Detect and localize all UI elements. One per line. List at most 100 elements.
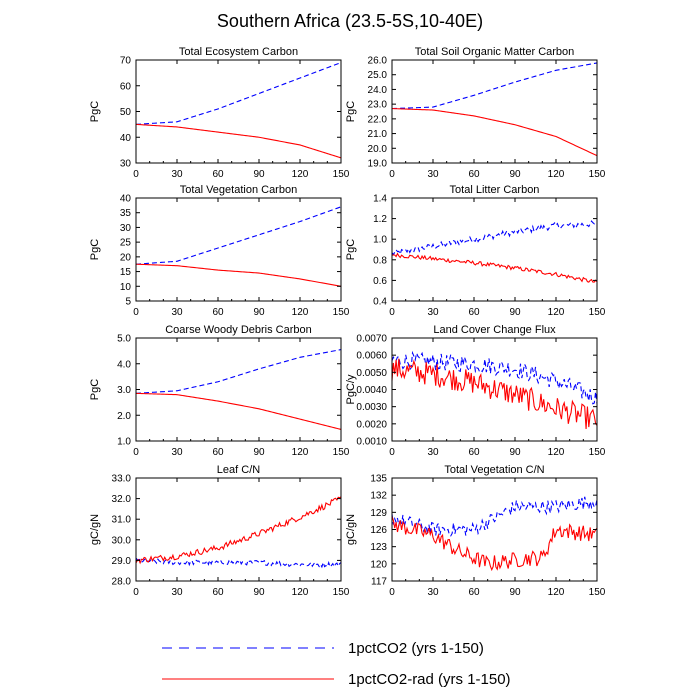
x-tick-label: 90: [509, 169, 521, 180]
x-tick-label: 90: [253, 447, 265, 458]
y-tick-label: 28.0: [112, 577, 132, 588]
y-tick-label: 5: [125, 297, 131, 308]
x-tick-label: 0: [133, 169, 139, 180]
series-line-1pctco2-rad: [135, 263, 342, 287]
x-tick-label: 30: [427, 587, 439, 598]
y-axis-label: PgC: [89, 239, 101, 260]
x-tick-label: 90: [253, 307, 265, 318]
series-line-1pctco2-rad: [135, 392, 342, 430]
x-tick-label: 60: [212, 169, 224, 180]
plot-frame: [391, 337, 598, 442]
y-tick-label: 0.0070: [356, 334, 387, 345]
y-tick-label: 26.0: [368, 56, 388, 67]
y-tick-label: 25: [120, 238, 132, 249]
y-axis-label: PgC: [89, 379, 101, 400]
x-tick-label: 90: [509, 587, 521, 598]
chart-panel: 0 30 60 90 120 150 19.0 20.0 21.0 22.0 23.0 24.0 25.…: [345, 46, 606, 180]
y-tick-label: 3.0: [117, 385, 131, 396]
y-tick-label: 1.2: [373, 214, 387, 225]
y-tick-label: 132: [370, 491, 387, 502]
y-tick-label: 0.0050: [356, 368, 387, 379]
series-line-1pctco2: [135, 349, 342, 394]
x-tick-label: 0: [389, 169, 395, 180]
x-tick-label: 150: [333, 307, 350, 318]
y-tick-label: 70: [120, 56, 132, 67]
x-tick-label: 150: [333, 587, 350, 598]
legend-label: 1pctCO2-rad (yrs 1-150): [348, 671, 511, 688]
y-tick-label: 2.0: [117, 411, 131, 422]
panel-title: Leaf C/N: [217, 464, 260, 476]
x-tick-label: 60: [468, 307, 480, 318]
y-tick-label: 60: [120, 81, 132, 92]
y-tick-label: 4.0: [117, 359, 131, 370]
x-tick-label: 30: [171, 447, 183, 458]
y-tick-label: 50: [120, 107, 132, 118]
y-tick-label: 126: [370, 525, 387, 536]
y-tick-label: 20: [120, 252, 132, 263]
x-tick-label: 60: [212, 447, 224, 458]
y-axis-label: PgC: [345, 239, 357, 260]
x-tick-label: 30: [171, 587, 183, 598]
y-tick-label: 30: [120, 159, 132, 170]
series-line-1pctco2: [135, 206, 342, 265]
y-tick-label: 0.0030: [356, 402, 387, 413]
x-tick-label: 150: [589, 587, 606, 598]
series-line-1pctco2-rad: [391, 252, 598, 283]
plot-frame: [135, 337, 342, 442]
chart-panel: 0 30 60 90 120 150 1.0 2.0 3.0 4.0 5.0 Coarse Woody…: [89, 324, 350, 458]
y-tick-label: 30.0: [112, 535, 132, 546]
series-line-1pctco2-rad: [135, 496, 342, 565]
y-tick-label: 21.0: [368, 129, 388, 140]
x-tick-label: 0: [389, 307, 395, 318]
y-tick-label: 24.0: [368, 85, 388, 96]
y-tick-label: 15: [120, 267, 132, 278]
y-tick-label: 25.0: [368, 70, 388, 81]
y-tick-label: 117: [371, 577, 387, 588]
y-tick-label: 35: [120, 208, 132, 219]
x-tick-label: 0: [133, 447, 139, 458]
y-tick-label: 5.0: [117, 334, 131, 345]
series-line-1pctco2: [391, 496, 598, 537]
legend-label: 1pctCO2 (yrs 1-150): [348, 640, 484, 657]
y-axis-label: gC/gN: [345, 514, 357, 545]
y-tick-label: 29.0: [112, 556, 132, 567]
x-tick-label: 0: [133, 307, 139, 318]
panel-title: Coarse Woody Debris Carbon: [165, 324, 312, 336]
chart-panel: 0 30 60 90 120 150 117 120 123 126 129 132 135 Total …: [345, 464, 606, 598]
y-tick-label: 0.4: [373, 297, 387, 308]
x-tick-label: 150: [333, 447, 350, 458]
panel-title: Total Litter Carbon: [450, 184, 540, 196]
x-tick-label: 0: [389, 447, 395, 458]
y-tick-label: 120: [370, 559, 387, 570]
x-tick-label: 120: [292, 169, 309, 180]
panel-title: Land Cover Change Flux: [433, 324, 556, 336]
y-tick-label: 32.0: [112, 494, 132, 505]
x-tick-label: 120: [292, 447, 309, 458]
y-tick-label: 0.0010: [356, 437, 387, 448]
x-tick-label: 0: [389, 587, 395, 598]
series-line-1pctco2: [135, 62, 342, 125]
x-tick-label: 90: [253, 587, 265, 598]
figure-title: Southern Africa (23.5-5S,10-40E): [217, 11, 483, 31]
y-tick-label: 20.0: [368, 144, 388, 155]
chart-panel: 0 30 60 90 120 150 0.4 0.6 0.8 1.0 1.2 1.4 Total Lit…: [345, 184, 606, 318]
y-tick-label: 33.0: [112, 474, 132, 485]
plot-frame: [391, 197, 598, 302]
y-tick-label: 0.8: [373, 255, 387, 266]
series-line-1pctco2-rad: [135, 123, 342, 159]
series-line-1pctco2: [391, 62, 598, 110]
x-tick-label: 30: [171, 307, 183, 318]
x-tick-label: 90: [509, 447, 521, 458]
y-tick-label: 22.0: [368, 114, 388, 125]
plot-frame: [391, 59, 598, 164]
y-tick-label: 1.0: [373, 235, 387, 246]
x-tick-label: 60: [468, 587, 480, 598]
x-tick-label: 0: [133, 587, 139, 598]
x-tick-label: 60: [468, 169, 480, 180]
y-tick-label: 0.0060: [356, 351, 387, 362]
y-axis-label: PgC/y: [345, 374, 357, 404]
y-tick-label: 123: [370, 542, 387, 553]
